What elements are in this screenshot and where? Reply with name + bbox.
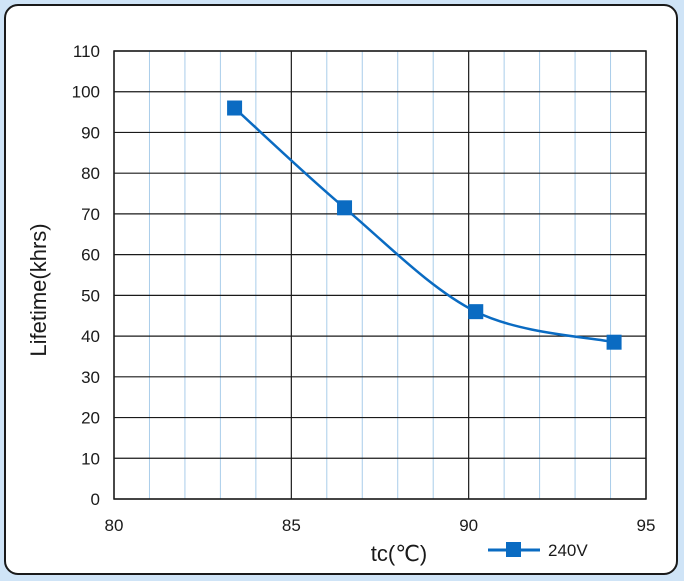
y-tick-label: 110 — [73, 42, 100, 61]
data-point-240v — [606, 334, 622, 350]
x-tick-label: 90 — [459, 516, 478, 535]
legend-marker-240v — [506, 542, 521, 557]
data-point-240v — [337, 200, 353, 216]
y-tick-label: 0 — [91, 490, 100, 509]
series-line-240v — [233, 107, 615, 344]
y-tick-label: 100 — [72, 83, 100, 102]
major-gridlines — [113, 50, 647, 500]
series-layer — [227, 100, 622, 350]
y-tick-label: 30 — [81, 368, 100, 387]
y-axis-title: Lifetime(khrs) — [26, 223, 51, 356]
x-tick-label: 85 — [282, 516, 301, 535]
y-tick-label: 60 — [81, 246, 100, 265]
x-tick-label: 95 — [637, 516, 656, 535]
data-point-240v — [468, 304, 484, 320]
y-tick-label: 50 — [81, 286, 100, 305]
y-tick-label: 40 — [81, 327, 100, 346]
x-tick-label: 80 — [105, 516, 124, 535]
x-axis-title: tc(℃) — [371, 541, 427, 566]
y-tick-label: 20 — [81, 409, 100, 428]
chart-frame — [4, 4, 678, 575]
legend-label-240v: 240V — [548, 541, 588, 560]
plot-border — [113, 50, 647, 500]
y-tick-label: 90 — [81, 123, 100, 142]
data-point-240v — [227, 100, 243, 116]
tick-labels: 0 10 20 30 40 50 60 70 80 90 100 110 80 85 90 95 — [72, 42, 656, 535]
y-tick-label: 80 — [81, 164, 100, 183]
y-tick-label: 10 — [81, 449, 100, 468]
minor-gridlines — [148, 51, 612, 499]
legend: 240V — [488, 541, 588, 560]
y-tick-label: 70 — [81, 205, 100, 224]
